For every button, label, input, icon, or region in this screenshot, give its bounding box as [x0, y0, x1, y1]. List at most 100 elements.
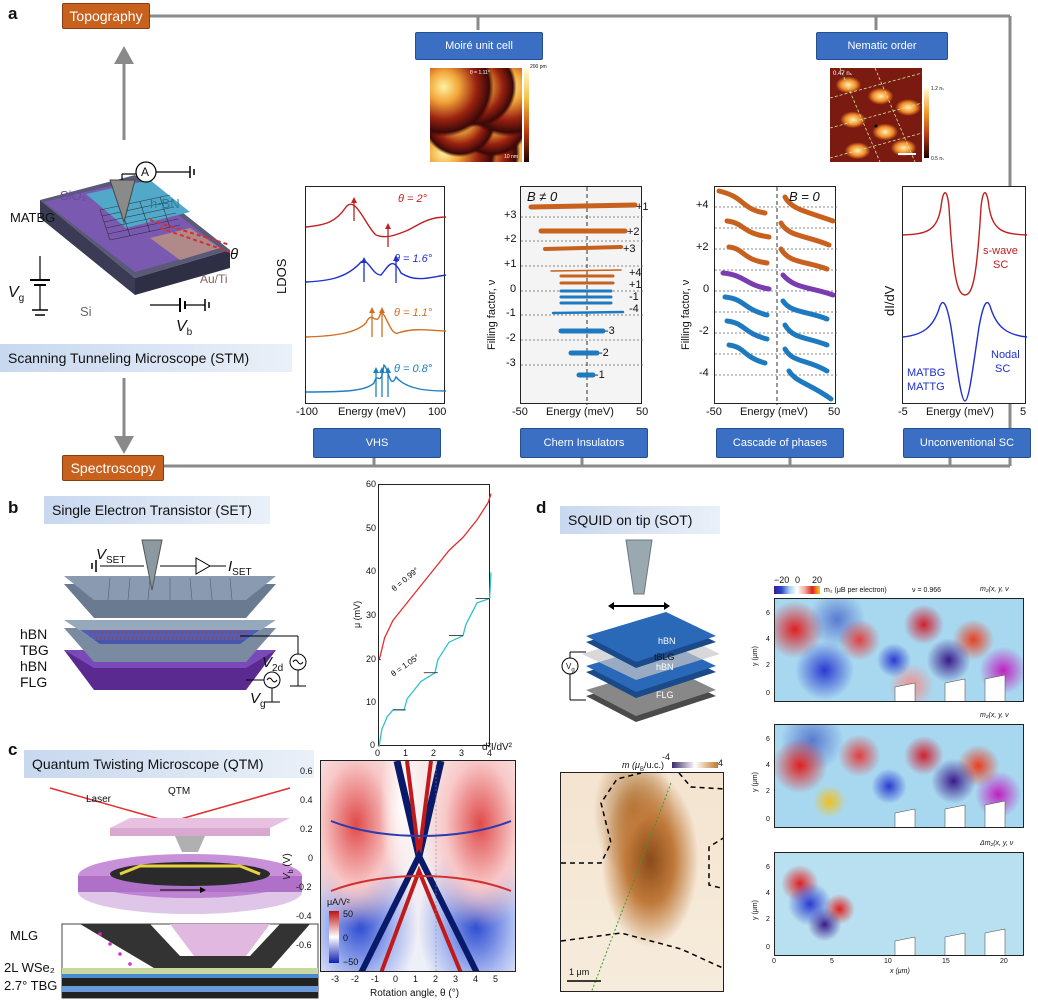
set-vg-label: Vg [250, 690, 266, 710]
cascade-box: Cascade of phases [716, 428, 844, 458]
mz-xtick-20: 20 [1000, 958, 1008, 965]
mz2-ytick-2: 2 [766, 788, 770, 795]
vhs-angle-2: θ = 1.6° [394, 253, 433, 265]
chern-ytick-3: +1 [504, 258, 517, 270]
vhs-plot: θ = 2° θ = 1.6° θ = 1.1° θ = 0.8° [305, 186, 447, 404]
chern-label-7: -4 [629, 303, 639, 315]
chern-ytick-7: -3 [506, 357, 516, 369]
qtm-xtick-4: 0 [393, 974, 399, 984]
qtm-ytick-5: -0.2 [296, 882, 312, 892]
auti-label: Au/Ti [200, 272, 228, 286]
chern-label-5: +1 [629, 279, 642, 291]
matbg-label: MATBG [10, 210, 56, 225]
chern-label-4: +4 [629, 267, 642, 279]
panel-label-b: b [8, 498, 19, 517]
stm-device-illustration [30, 161, 231, 316]
sot-layer-1: hBN [658, 636, 676, 646]
chern-label-1: +1 [636, 201, 649, 213]
mz-cb-zero: 0 [795, 575, 801, 585]
mz2-ytick-6: 6 [766, 736, 770, 743]
cascade-xmin: -50 [706, 406, 722, 418]
mu-xtick-0: 0 [375, 748, 381, 758]
chern-box: Chern Insulators [520, 428, 648, 458]
sc-swave: s-wave [983, 245, 1018, 257]
set-title-box: Single Electron Transistor (SET) [44, 496, 270, 524]
qtm-cb-unit: μA/V² [327, 897, 350, 907]
qtm-xtick-2: -2 [351, 974, 360, 984]
cascade-plot: B = 0 [714, 186, 837, 405]
mz-map-3 [774, 852, 1024, 956]
chern-ytick-1: +3 [504, 209, 517, 221]
sc-plot: s-wave SC Nodal SC MATBG MATTG [902, 186, 1028, 404]
mu-ytick-20: 20 [366, 654, 377, 664]
cascade-bfield: B = 0 [789, 189, 820, 204]
mz1-ytick-2: 2 [766, 662, 770, 669]
cascade-ytick-3: 0 [703, 283, 710, 295]
hbn-label: h-BN [150, 196, 180, 211]
sot-layer-4: FLG [656, 690, 674, 700]
moire-angle: θ = 1.11° [470, 70, 490, 76]
chern-label-10: -1 [595, 369, 605, 381]
mu-ylabel: μ (mV) [352, 600, 362, 628]
vb-label: Vb [176, 318, 193, 339]
set-layer-3: hBN [20, 658, 48, 674]
panel-label-d: d [536, 498, 547, 517]
qtm-device-illustration [49, 787, 319, 999]
mu-ytick-50: 50 [366, 523, 377, 533]
qtm-title-box: Quantum Twisting Microscope (QTM) [24, 750, 314, 778]
nematic-density: 0.47 nₛ [833, 71, 852, 77]
vhs-xlabel: Energy (meV) [338, 406, 406, 418]
sc-mattg: MATTG [907, 381, 945, 393]
mz-xtick-10: 10 [884, 958, 892, 965]
nematic-cb-bottom: 0.5 nₛ [931, 156, 944, 162]
mz3-ytick-4: 4 [766, 890, 770, 897]
mz2-ytick-0: 0 [766, 816, 770, 823]
qtm-layer-1: MLG [10, 928, 39, 943]
cascade-ytick-2: +2 [696, 241, 709, 253]
nematic-cb-top: 1.2 nₛ [931, 86, 944, 92]
sio2-label: SiO₂ [60, 188, 87, 203]
vhs-angle-4: θ = 0.8° [394, 363, 433, 375]
chern-xmax: 50 [636, 406, 649, 418]
qtm-cb-50: 50 [343, 909, 354, 919]
qtm-ytick-7: -0.6 [296, 940, 312, 950]
mz-xlabel: x (μm) [890, 968, 910, 975]
moire-colorbar-label: 200 pm [530, 64, 547, 70]
mu-nu-chart: θ = 0.99° θ = 1.05° [378, 484, 492, 748]
mz-cb-label: m₂ (μB per electron) [824, 587, 887, 594]
qtm-layer-2: 2L WSe₂ [4, 960, 55, 975]
qtm-xtick-5: 1 [413, 974, 419, 984]
mz-map-2 [774, 724, 1024, 828]
qtm-ytick-6: -0.4 [296, 911, 312, 921]
chern-ytick-6: -2 [506, 332, 516, 344]
sc-xmin: -5 [898, 406, 908, 418]
mz-xtick-5: 5 [830, 958, 834, 965]
vhs-ylabel: LDOS [274, 258, 289, 294]
cascade-ytick-4: -2 [699, 325, 709, 337]
mu-ytick-0: 0 [370, 740, 376, 750]
nematic-colorbar [924, 88, 929, 158]
qtm-ytick-1: 0.6 [300, 766, 313, 776]
cascade-ytick-5: -4 [699, 367, 709, 379]
qtm-cb-0: 0 [343, 933, 349, 943]
qtm-ytick-4: 0 [308, 853, 314, 863]
qtm-xlabel: Rotation angle, θ (°) [370, 988, 460, 999]
vhs-angle-1: θ = 2° [398, 193, 428, 205]
qtm-map: μA/V² 50 0 −50 [320, 760, 516, 972]
qtm-cb-m50: −50 [343, 957, 359, 967]
qtm-xtick-6: 2 [433, 974, 439, 984]
mz-xtick-0: 0 [772, 958, 776, 965]
stm-label-box: Scanning Tunneling Microscope (STM) [0, 344, 292, 372]
set-layer-4: FLG [20, 674, 48, 690]
chern-label-2: +2 [627, 226, 640, 238]
mu-ytick-60: 60 [366, 479, 377, 489]
qtm-ytick-2: 0.4 [300, 795, 313, 805]
sc-xlabel: Energy (meV) [926, 406, 994, 418]
qtm-xtick-7: 3 [453, 974, 459, 984]
vhs-angle-3: θ = 1.1° [394, 307, 433, 319]
qtm-xtick-1: -3 [331, 974, 340, 984]
mz-ylabel-2: y (μm) [752, 772, 759, 792]
mu-series-2-line [378, 572, 492, 748]
vhs-xmax: 100 [428, 406, 447, 418]
chern-ytick-2: +2 [504, 233, 517, 245]
